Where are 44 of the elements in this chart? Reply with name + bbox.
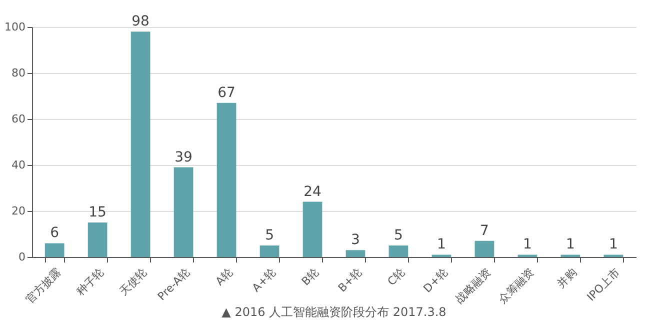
data-label: 15 [88,204,106,220]
y-tick-label: 0 [18,250,26,264]
bar [130,32,150,257]
data-label: 1 [437,236,446,253]
data-label: 6 [50,225,60,242]
data-label: 98 [132,14,150,30]
data-label: 1 [522,236,532,253]
data-label: 39 [174,149,192,166]
bar [44,243,64,257]
data-label: 3 [351,232,360,248]
y-tick-label: 100 [4,20,26,34]
x-tick-label: 并购 [554,266,580,291]
data-label: 1 [608,236,618,253]
x-tick-label: 天使轮 [117,266,150,298]
bar [346,250,366,257]
text: ▲ 2016 人工智能融资阶段分布 2017.3.8 [222,304,446,319]
bar [302,202,322,257]
x-tick-label: 战略融资 [453,266,494,306]
bar [388,246,408,257]
bar [88,222,108,257]
data-label: 7 [480,222,489,239]
bar [216,102,236,257]
data-label: 5 [394,228,403,244]
y-tick-label: 40 [12,158,26,172]
x-tick-label: C轮 [385,266,408,288]
x-tick-label: A+轮 [250,266,278,295]
y-tick-label: 80 [12,66,26,80]
bar [174,167,194,257]
x-tick-label: IPO上市 [584,266,622,304]
x-tick-label: B轮 [299,266,322,288]
data-label: 1 [566,236,575,253]
x-tick-label: 众筹融资 [496,266,536,306]
x-tick-label: D+轮 [420,266,450,296]
data-label: 5 [265,228,274,244]
y-tick-label: 20 [12,204,26,218]
x-tick-label: 官方披露 [23,266,64,306]
bar [474,240,494,257]
data-label: 24 [304,184,322,200]
data-label: 67 [218,84,236,101]
x-tick-label: A轮 [213,266,236,288]
y-tick-label: 60 [12,112,26,126]
x-tick-label: B+轮 [336,266,364,295]
bar [260,246,280,257]
x-tick-label: 种子轮 [74,266,107,298]
